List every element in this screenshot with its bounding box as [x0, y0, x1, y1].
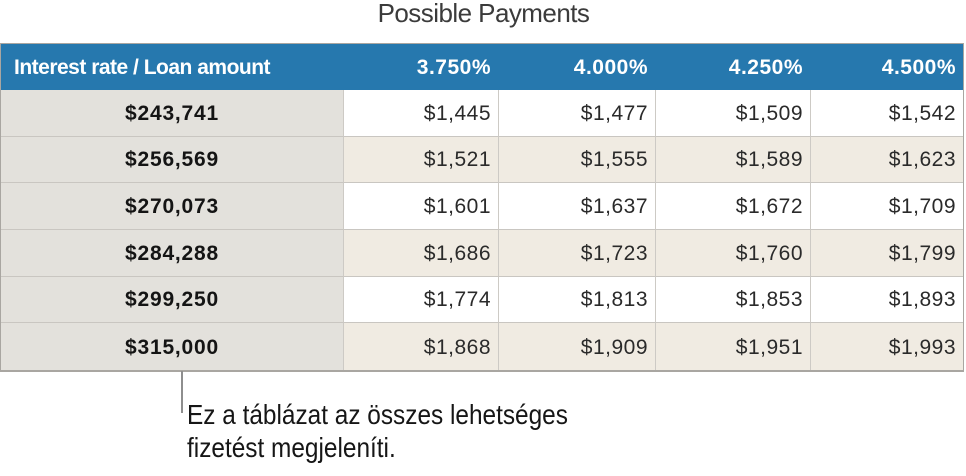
- table-cell: $1,555: [498, 136, 655, 184]
- table-cell: $1,637: [498, 183, 655, 230]
- table-cell: $1,893: [810, 276, 963, 324]
- header-cell-rate-4250: 4.250%: [655, 44, 810, 90]
- table-cell: $1,709: [810, 183, 963, 230]
- table-cell: $1,542: [810, 90, 963, 137]
- callout-annotation: Ez a táblázat az összes lehetséges fizet…: [187, 398, 568, 464]
- callout-connector-line: [181, 371, 183, 413]
- table-cell: $1,686: [343, 229, 498, 277]
- table-cell: $1,774: [343, 276, 498, 324]
- payments-table: Interest rate / Loan amount 3.750% 4.000…: [0, 43, 964, 372]
- table-cell: $1,672: [655, 183, 810, 230]
- table-cell: $1,521: [343, 136, 498, 184]
- table-cell: $1,813: [498, 276, 655, 324]
- table-cell: $1,723: [498, 229, 655, 277]
- header-cell-rate-4500: 4.500%: [810, 44, 963, 90]
- table-title: Possible Payments: [377, 0, 590, 28]
- row-header-loan-amount: $315,000: [1, 323, 343, 370]
- header-cell-rate-3750: 3.750%: [343, 44, 498, 90]
- table-cell: $1,799: [810, 229, 963, 277]
- row-header-loan-amount: $284,288: [1, 229, 343, 277]
- table-cell: $1,868: [343, 323, 498, 370]
- callout-annotation-line2: fizetést megjeleníti.: [187, 432, 396, 463]
- header-cell-rate-4000: 4.000%: [498, 44, 655, 90]
- table-cell: $1,601: [343, 183, 498, 230]
- row-header-loan-amount: $256,569: [1, 136, 343, 184]
- table-cell: $1,477: [498, 90, 655, 137]
- table-cell: $1,623: [810, 136, 963, 184]
- table-cell: $1,993: [810, 323, 963, 370]
- table-cell: $1,445: [343, 90, 498, 137]
- table-cell: $1,853: [655, 276, 810, 324]
- row-header-loan-amount: $270,073: [1, 183, 343, 230]
- row-header-loan-amount: $243,741: [1, 90, 343, 137]
- header-cell-interest-loan: Interest rate / Loan amount: [1, 44, 343, 90]
- table-cell: $1,589: [655, 136, 810, 184]
- table-cell: $1,760: [655, 229, 810, 277]
- row-header-loan-amount: $299,250: [1, 276, 343, 324]
- callout-annotation-line1: Ez a táblázat az összes lehetséges: [187, 399, 568, 430]
- table-cell: $1,909: [498, 323, 655, 370]
- table-cell: $1,951: [655, 323, 810, 370]
- table-cell: $1,509: [655, 90, 810, 137]
